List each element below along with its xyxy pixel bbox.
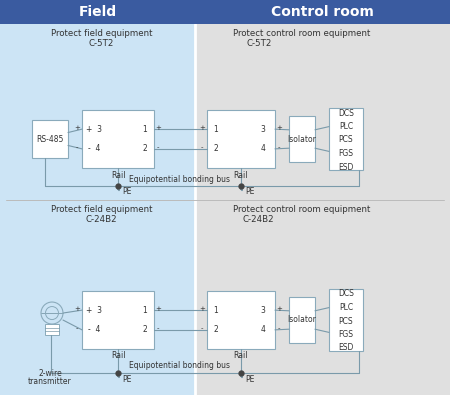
Text: Isolator: Isolator [288,316,316,325]
Text: Protect control room equipment: Protect control room equipment [234,30,371,38]
Text: +: + [155,306,161,312]
Text: 2: 2 [143,144,148,153]
Text: -: - [157,325,159,331]
Text: +: + [276,125,282,131]
Text: -: - [76,325,78,331]
Text: 1: 1 [143,306,148,315]
Text: PE: PE [245,188,255,196]
Text: 4: 4 [261,325,265,334]
Bar [207,110,275,168]
Text: -  4: - 4 [88,144,100,153]
Text: Field: Field [78,5,117,19]
Bar [32,120,68,158]
Text: 2-wire: 2-wire [38,369,62,378]
Bar [289,116,315,162]
Text: C-24B2: C-24B2 [86,214,117,224]
Text: -: - [157,144,159,150]
Text: Rail: Rail [111,171,125,179]
Text: Rail: Rail [234,352,248,361]
Text: C-24B2: C-24B2 [243,214,274,224]
Text: +  3: + 3 [86,125,102,134]
Bar [289,297,315,343]
Bar [329,289,363,351]
Text: +  3: + 3 [86,306,102,315]
Text: Control room: Control room [271,5,374,19]
Bar [45,324,59,335]
Text: Isolator: Isolator [288,135,316,143]
Text: -: - [278,325,280,331]
Text: -  4: - 4 [88,325,100,334]
Text: 1: 1 [214,125,218,134]
Text: 1: 1 [143,125,148,134]
Text: Equipotential bonding bus: Equipotential bonding bus [129,175,230,184]
Bar [82,110,154,168]
Text: -: - [278,144,280,150]
Text: 2: 2 [143,325,148,334]
Text: +: + [276,306,282,312]
Bar [195,24,450,395]
Bar [207,291,275,349]
Text: -: - [76,144,78,150]
Text: FGS: FGS [338,330,354,339]
Text: +: + [155,125,161,131]
Text: Rail: Rail [234,171,248,179]
Text: DCS: DCS [338,290,354,299]
Text: +: + [199,306,205,312]
Text: 2: 2 [214,144,218,153]
Text: +: + [199,125,205,131]
Text: ESD: ESD [338,344,354,352]
Text: Protect field equipment: Protect field equipment [51,205,152,214]
Text: PCS: PCS [339,135,353,145]
Text: 1: 1 [214,306,218,315]
Text: C-5T2: C-5T2 [246,38,271,47]
Bar [329,108,363,170]
Text: Rail: Rail [111,352,125,361]
Text: 2: 2 [214,325,218,334]
Text: 4: 4 [261,144,265,153]
Text: ESD: ESD [338,162,354,171]
Text: C-5T2: C-5T2 [89,38,114,47]
Text: -: - [201,144,203,150]
Text: +: + [74,306,80,312]
Text: PE: PE [245,374,255,384]
Text: PLC: PLC [339,122,353,131]
Text: RS-485: RS-485 [36,135,64,143]
Text: Protect control room equipment: Protect control room equipment [234,205,371,214]
Text: transmitter: transmitter [28,376,72,386]
Text: FGS: FGS [338,149,354,158]
Text: Equipotential bonding bus: Equipotential bonding bus [129,361,230,371]
Text: 3: 3 [261,306,265,315]
Text: 3: 3 [261,125,265,134]
Text: -: - [201,325,203,331]
Text: +: + [74,125,80,131]
Text: Protect field equipment: Protect field equipment [51,30,152,38]
Bar [0,0,450,24]
Text: PCS: PCS [339,316,353,325]
Text: DCS: DCS [338,109,354,117]
Bar [0,24,195,395]
Text: PE: PE [122,188,132,196]
Text: PE: PE [122,374,132,384]
Bar [82,291,154,349]
Text: PLC: PLC [339,303,353,312]
